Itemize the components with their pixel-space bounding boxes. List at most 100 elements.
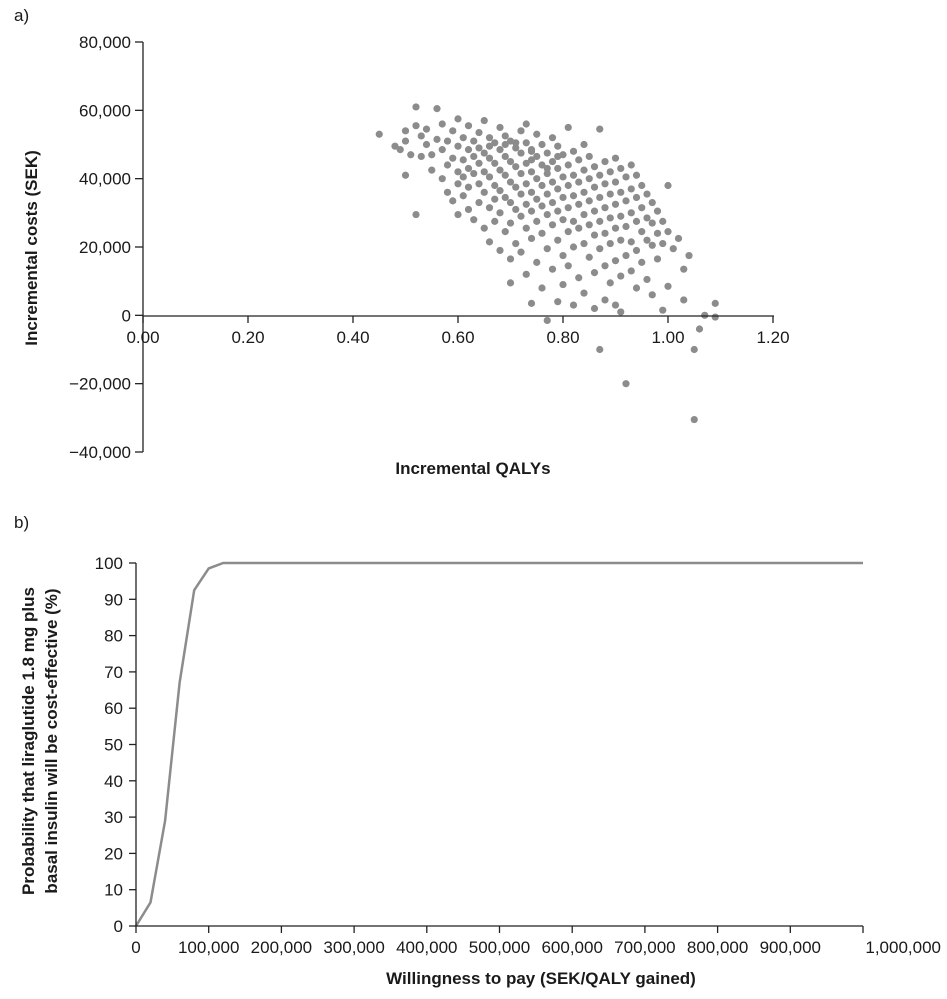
scatter-point bbox=[569, 301, 578, 309]
scatter-point bbox=[548, 134, 557, 142]
scatter-point bbox=[506, 219, 515, 227]
scatter-point bbox=[485, 154, 494, 162]
scatter-points bbox=[375, 103, 719, 424]
scatter-point bbox=[585, 197, 593, 205]
scatter-point bbox=[517, 169, 525, 178]
scatter-point bbox=[543, 245, 551, 253]
ceac-x-tick-label: 300,000 bbox=[323, 938, 384, 957]
scatter-point bbox=[580, 289, 588, 297]
scatter-point bbox=[459, 156, 467, 164]
scatter-point bbox=[622, 251, 630, 260]
panel-label-a: a) bbox=[14, 6, 29, 25]
scatter-point bbox=[475, 180, 483, 188]
ceac-y-tick-label: 60 bbox=[104, 699, 123, 718]
scatter-point bbox=[611, 224, 620, 232]
scatter-point bbox=[491, 217, 499, 225]
scatter-point bbox=[680, 296, 688, 304]
scatter-point bbox=[606, 279, 614, 287]
scatter-point bbox=[501, 152, 509, 161]
scatter-point bbox=[533, 130, 541, 138]
scatter-point bbox=[533, 175, 541, 183]
scatter-point bbox=[596, 345, 604, 354]
scatter-point bbox=[575, 156, 583, 164]
ceac-x-tick-label: 200,000 bbox=[251, 938, 312, 957]
scatter-point bbox=[475, 128, 483, 137]
scatter-point bbox=[580, 239, 588, 248]
scatter-point bbox=[443, 161, 452, 169]
scatter-point bbox=[601, 180, 609, 188]
scatter-point bbox=[459, 192, 467, 200]
scatter-point bbox=[590, 269, 599, 277]
scatter-point bbox=[443, 137, 452, 145]
scatter-point bbox=[527, 146, 536, 154]
scatter-point bbox=[485, 173, 494, 181]
scatter-point bbox=[538, 140, 546, 149]
scatter-x-tick-label: 0.40 bbox=[336, 328, 369, 347]
scatter-point bbox=[596, 193, 604, 202]
scatter-point bbox=[590, 183, 599, 191]
scatter-point bbox=[522, 180, 530, 188]
scatter-point bbox=[454, 180, 462, 188]
scatter-point bbox=[627, 185, 635, 193]
scatter-point bbox=[617, 272, 625, 280]
scatter-point bbox=[485, 134, 494, 142]
scatter-point bbox=[543, 210, 551, 219]
scatter-panel: a) Incremental costs (SEK) Incremental Q… bbox=[14, 6, 790, 478]
scatter-point bbox=[664, 181, 672, 190]
scatter-point bbox=[664, 282, 672, 290]
scatter-point bbox=[617, 212, 625, 220]
scatter-point bbox=[564, 228, 572, 236]
scatter-point bbox=[485, 204, 494, 212]
scatter-point bbox=[653, 255, 662, 263]
scatter-point bbox=[512, 239, 520, 248]
scatter-point bbox=[554, 298, 562, 306]
scatter-point bbox=[559, 173, 567, 181]
scatter-point bbox=[627, 267, 635, 275]
scatter-point bbox=[596, 245, 604, 253]
scatter-point bbox=[506, 178, 515, 186]
scatter-point bbox=[464, 164, 473, 173]
scatter-point bbox=[580, 210, 588, 219]
scatter-y-tick-label: 60,000 bbox=[79, 101, 131, 120]
scatter-point bbox=[527, 234, 536, 243]
scatter-point bbox=[580, 166, 588, 174]
scatter-x-tick-label: 0.60 bbox=[441, 328, 474, 347]
scatter-point bbox=[606, 168, 614, 176]
scatter-point bbox=[533, 217, 541, 225]
scatter-point bbox=[548, 265, 557, 273]
scatter-point bbox=[506, 198, 515, 207]
scatter-point bbox=[375, 130, 383, 138]
scatter-point bbox=[580, 140, 588, 149]
scatter-point bbox=[464, 205, 473, 214]
scatter-point bbox=[527, 207, 536, 215]
scatter-point bbox=[622, 380, 630, 388]
scatter-y-tick-label: 80,000 bbox=[79, 33, 131, 52]
scatter-point bbox=[459, 173, 467, 181]
scatter-point bbox=[491, 139, 499, 147]
scatter-point bbox=[554, 164, 562, 173]
scatter-point bbox=[527, 168, 536, 176]
scatter-point bbox=[464, 183, 473, 191]
scatter-point bbox=[617, 188, 625, 196]
ceac-panel: b) Probability that liraglutide 1.8 mg p… bbox=[14, 513, 941, 988]
scatter-point bbox=[711, 299, 719, 307]
scatter-x-ticks: 0.00 0.20 0.40 0.60 0.80 1.00 1.20 bbox=[126, 316, 790, 347]
ceac-line bbox=[134, 561, 863, 927]
scatter-point bbox=[648, 291, 656, 299]
scatter-point bbox=[527, 156, 536, 164]
scatter-point bbox=[648, 241, 656, 249]
scatter-point bbox=[585, 221, 593, 229]
scatter-point bbox=[522, 139, 530, 147]
scatter-point bbox=[396, 146, 404, 154]
scatter-point bbox=[470, 216, 478, 224]
scatter-point bbox=[648, 198, 656, 207]
scatter-point bbox=[517, 190, 525, 198]
scatter-y-tick-label: 40,000 bbox=[79, 170, 131, 189]
scatter-point bbox=[564, 123, 572, 132]
scatter-point bbox=[449, 197, 457, 205]
scatter-point bbox=[522, 270, 530, 278]
scatter-point bbox=[643, 275, 651, 284]
scatter-point bbox=[575, 274, 583, 282]
scatter-point bbox=[606, 239, 614, 248]
scatter-point bbox=[569, 217, 578, 225]
